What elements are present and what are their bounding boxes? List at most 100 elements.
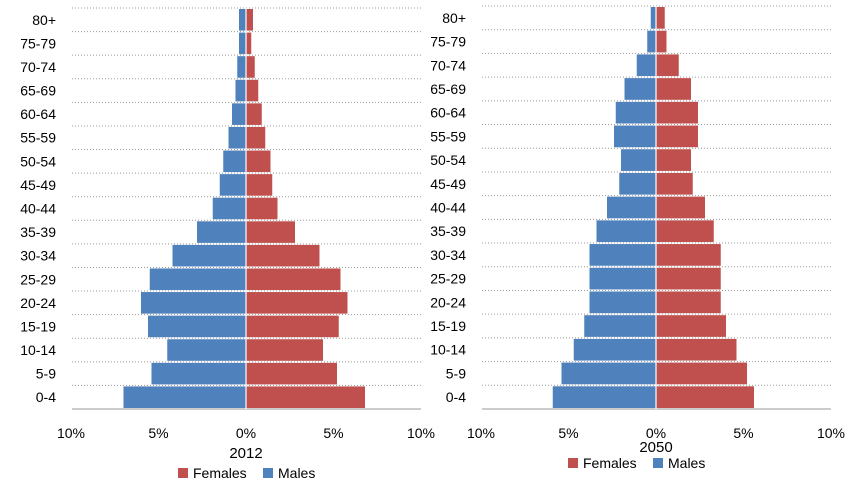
bar-females-40-44	[656, 196, 705, 219]
x-tick-label: 0%	[646, 425, 666, 441]
bar-females-15-19	[656, 315, 726, 337]
x-tick-label: 5%	[148, 425, 168, 441]
bar-females-80+	[246, 9, 253, 31]
bar-females-55-59	[246, 126, 266, 149]
bar-females-0-4	[246, 386, 365, 408]
bar-males-0-4	[123, 386, 246, 408]
x-tick-label: 10%	[57, 425, 85, 441]
bar-males-65-69	[624, 78, 656, 100]
bar-males-50-54	[621, 149, 656, 171]
bar-females-70-74	[246, 56, 255, 78]
category-label: 25-29	[20, 271, 56, 287]
bar-males-80+	[650, 7, 656, 29]
bar-females-5-9	[246, 362, 337, 385]
legend-swatch-females	[178, 468, 188, 478]
x-tick-label: 5%	[323, 425, 343, 441]
bar-males-55-59	[614, 125, 656, 148]
category-label: 35-39	[20, 224, 56, 240]
bar-females-20-24	[246, 292, 348, 314]
legend-label-males: Males	[668, 455, 705, 471]
bar-females-30-34	[656, 244, 721, 266]
bar-females-10-14	[656, 338, 737, 361]
bar-males-35-39	[197, 221, 246, 243]
bar-females-50-54	[656, 149, 691, 171]
bar-females-70-74	[656, 54, 679, 77]
bar-males-10-14	[573, 338, 656, 361]
category-label: 65-69	[20, 83, 56, 99]
bar-males-75-79	[239, 32, 246, 55]
bar-females-45-49	[246, 174, 273, 196]
category-label: 45-49	[20, 177, 56, 193]
category-label: 30-34	[20, 248, 56, 264]
category-label: 15-19	[430, 318, 466, 334]
bar-females-40-44	[246, 197, 278, 220]
bar-males-65-69	[235, 79, 246, 102]
bar-males-20-24	[141, 292, 246, 314]
bar-females-60-64	[246, 103, 262, 125]
bar-females-5-9	[656, 362, 747, 385]
bar-males-5-9	[561, 362, 656, 385]
x-tick-label: 0%	[236, 425, 256, 441]
category-label: 0-4	[446, 389, 466, 405]
x-tick-label: 10%	[467, 425, 495, 441]
category-label: 30-34	[430, 247, 466, 263]
chart-title: 2050	[639, 439, 672, 456]
bar-males-60-64	[615, 101, 656, 124]
x-tick-label: 5%	[558, 425, 578, 441]
bar-males-60-64	[232, 103, 246, 125]
bar-males-55-59	[228, 126, 246, 149]
category-label: 80+	[32, 12, 56, 28]
category-label: 45-49	[430, 176, 466, 192]
bar-females-80+	[656, 7, 665, 29]
bar-females-15-19	[246, 315, 339, 338]
bar-males-70-74	[636, 54, 656, 77]
category-label: 5-9	[446, 365, 466, 381]
category-label: 50-54	[430, 152, 466, 168]
category-label: 40-44	[430, 200, 466, 216]
legend-swatch-females	[568, 458, 578, 468]
bar-males-15-19	[584, 315, 656, 337]
bar-females-45-49	[656, 172, 693, 195]
category-label: 35-39	[430, 223, 466, 239]
bar-males-75-79	[647, 30, 656, 53]
legend-label-females: Females	[583, 455, 637, 471]
bar-females-25-29	[246, 268, 341, 291]
bar-males-30-34	[589, 244, 656, 266]
category-label: 25-29	[430, 271, 466, 287]
legend-label-females: Females	[193, 465, 247, 481]
bar-females-75-79	[246, 32, 252, 55]
bar-females-0-4	[656, 386, 754, 408]
legend-swatch-males	[263, 468, 273, 478]
bar-males-10-14	[167, 339, 246, 361]
category-label: 70-74	[430, 57, 466, 73]
pyramid-chart-2050: 0-4 5-9 10-14 15-19 20-24 25-29 30-34 35-39 40-4…	[430, 5, 845, 471]
bar-males-50-54	[223, 150, 246, 173]
bar-males-30-34	[172, 244, 246, 267]
bar-males-0-4	[552, 386, 656, 408]
bar-males-40-44	[212, 197, 246, 220]
bar-females-75-79	[656, 30, 667, 53]
category-label: 80+	[442, 10, 466, 26]
x-tick-label: 10%	[817, 425, 845, 441]
category-label: 55-59	[430, 128, 466, 144]
bar-females-35-39	[656, 220, 714, 243]
category-label: 10-14	[20, 342, 56, 358]
category-label: 20-24	[20, 295, 56, 311]
bar-males-70-74	[237, 56, 246, 78]
bar-females-55-59	[656, 125, 698, 148]
bar-males-80+	[239, 9, 246, 31]
bar-females-50-54	[246, 150, 271, 173]
category-label: 50-54	[20, 153, 56, 169]
bar-females-65-69	[246, 79, 259, 102]
category-label: 10-14	[430, 342, 466, 358]
category-label: 65-69	[430, 81, 466, 97]
bar-males-20-24	[589, 291, 656, 314]
bar-males-45-49	[219, 174, 246, 196]
legend-swatch-males	[653, 458, 663, 468]
bar-females-10-14	[246, 339, 323, 361]
category-label: 55-59	[20, 130, 56, 146]
category-label: 0-4	[36, 389, 56, 405]
bar-males-40-44	[607, 196, 656, 219]
